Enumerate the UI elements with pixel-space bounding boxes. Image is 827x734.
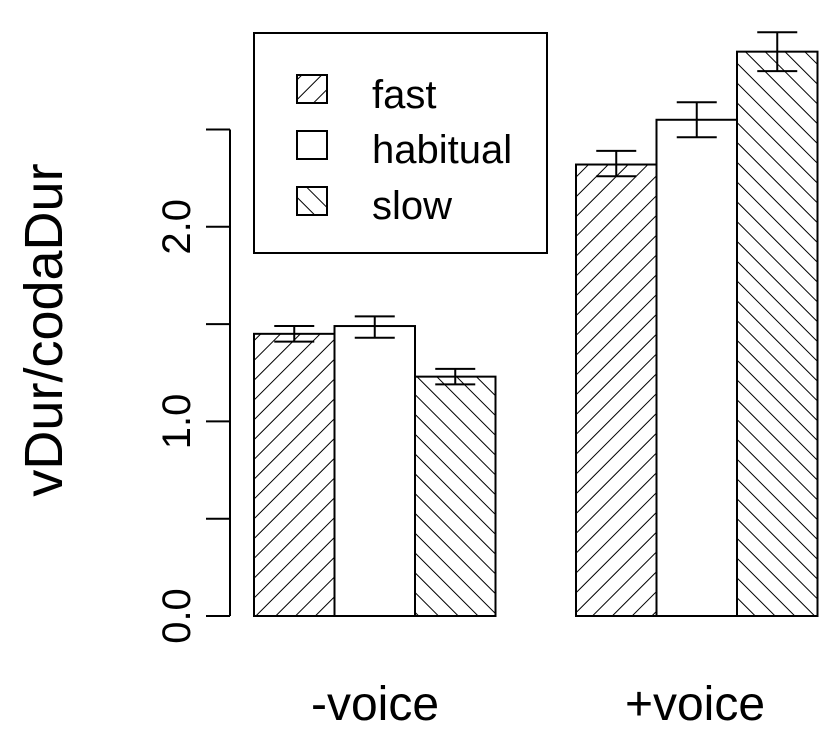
error-bar-habitual-minus-voice (354, 315, 395, 339)
category-label-plus-voice: +voice (625, 678, 765, 731)
bars-layer (253, 50, 819, 618)
bar-habitual-plus-voice (655, 118, 738, 618)
y-tick-label: 1.0 (155, 394, 199, 450)
bar-fast-plus-voice (575, 163, 658, 617)
legend: fast habitual slow (253, 32, 548, 254)
y-tick-label: 0.0 (155, 588, 199, 644)
legend-label-fast: fast (372, 73, 436, 117)
bar-habitual-minus-voice (333, 325, 416, 617)
y-axis-label: vDur/codaDur (14, 163, 74, 496)
error-bar-slow-plus-voice (757, 31, 798, 73)
bar-slow-plus-voice (736, 50, 819, 618)
y-axis: 0.0 1.0 2.0 (155, 128, 231, 644)
legend-label-habitual: habitual (372, 128, 512, 172)
legend-swatch-slow (296, 186, 328, 216)
error-bars-layer (274, 31, 798, 386)
bar-fast-minus-voice (253, 332, 336, 617)
error-bar-habitual-plus-voice (676, 101, 717, 139)
legend-swatch-fast (296, 74, 328, 104)
bar-slow-minus-voice (414, 375, 497, 617)
category-label-minus-voice: -voice (311, 678, 439, 731)
error-bar-fast-minus-voice (274, 325, 315, 343)
legend-swatch-habitual (296, 130, 328, 160)
legend-label-slow: slow (372, 184, 452, 228)
error-bar-slow-minus-voice (435, 367, 476, 386)
error-bar-fast-plus-voice (596, 149, 637, 178)
y-tick-label: 2.0 (155, 199, 199, 255)
